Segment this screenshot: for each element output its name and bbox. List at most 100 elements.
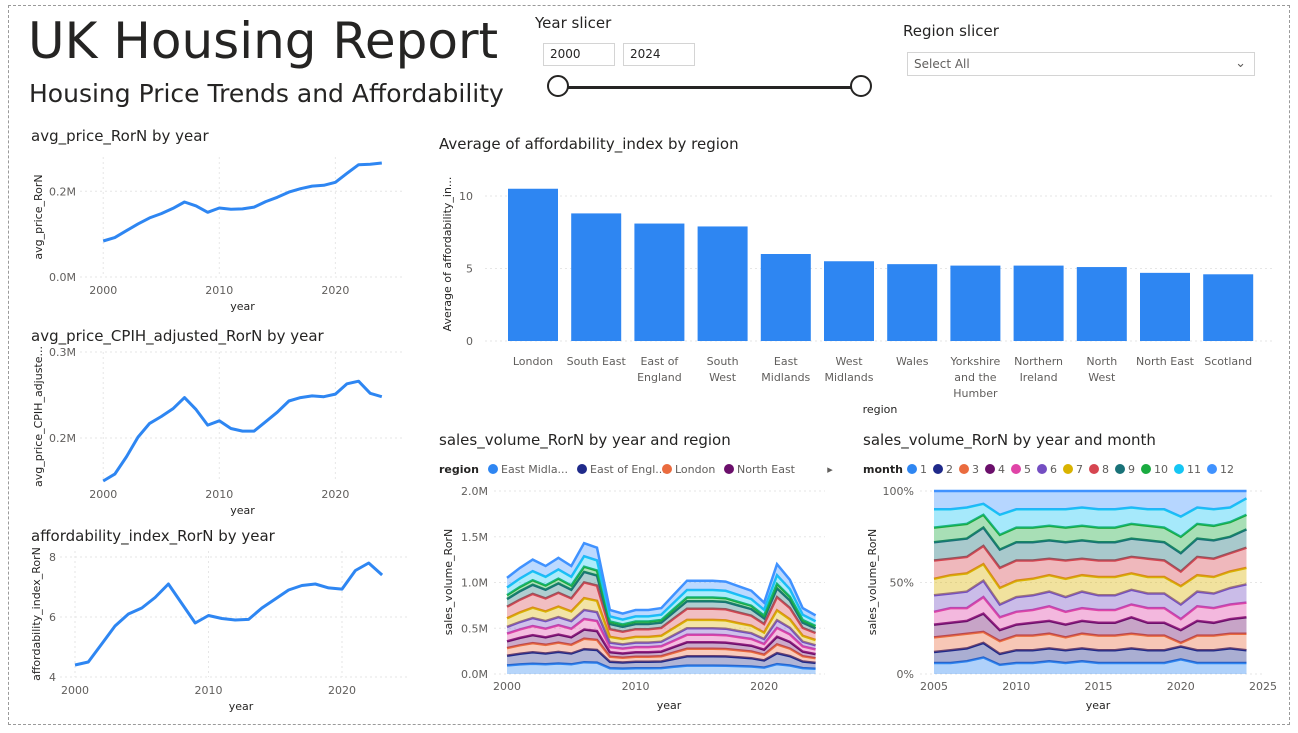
sales-region-area-7 (507, 598, 816, 646)
sales-region-line-2 (506, 647, 816, 665)
sales-month-legend-label: 12 (1220, 463, 1234, 476)
bar-11 (1140, 272, 1190, 341)
sales-month-legend-marker (907, 464, 917, 474)
avg_price-title: avg_price_RorN by year (31, 127, 209, 146)
bars-x-tick-label: South (707, 355, 739, 368)
bar-10 (1076, 267, 1127, 341)
sales-month-legend-marker (933, 464, 943, 474)
sales-month-legend-label: 11 (1187, 463, 1201, 476)
sales-month-line-6 (933, 578, 1247, 607)
bars-x-tick-label: Northern (1014, 355, 1063, 368)
year-slicer-track[interactable] (558, 86, 861, 89)
bars-x-tick-label: North (1086, 355, 1117, 368)
report-canvas (8, 5, 1290, 725)
sales-month-title: sales_volume_RorN by year and month (863, 431, 1156, 450)
sales-month-legend-marker (1141, 464, 1151, 474)
sales-region-line-3 (506, 637, 816, 660)
bar-7 (887, 264, 938, 341)
sales-region-line-10 (506, 565, 817, 628)
bar-9 (1013, 265, 1064, 341)
bars-x-axis-label: region (863, 403, 898, 416)
bars-x-tick-label: London (513, 355, 553, 368)
bar-2 (571, 213, 622, 341)
bars-x-tick-label: Scotland (1204, 355, 1252, 368)
sales-month-line-3 (933, 630, 1247, 645)
sales-month-area-2 (934, 642, 1247, 665)
sales-month-area-1 (934, 657, 1247, 674)
sales-month-x-tick: 2005 (920, 680, 948, 693)
page-subtitle: Housing Price Trends and Affordability (29, 79, 504, 108)
year-slicer-start-input[interactable]: 2000 (543, 43, 615, 66)
year-slicer-end-handle[interactable] (850, 75, 872, 97)
year-slicer-start-handle[interactable] (547, 75, 569, 97)
bars-x-tick-label: West (709, 371, 737, 384)
bar-12 (1203, 274, 1254, 341)
sales-month-y-axis-label: sales_volume_RorN (866, 529, 879, 635)
bars-x-tick-label: Humber (953, 387, 998, 400)
sales-month-line-5 (933, 595, 1247, 621)
bars-y-axis-label: Average of affordability_in... (441, 177, 454, 332)
sales-month-legend-marker (1089, 464, 1099, 474)
sales-month-area-10 (934, 514, 1247, 554)
afford-y-tick: 8 (49, 551, 56, 564)
cpih-y-tick: 0.3M (49, 346, 76, 359)
cpih-title: avg_price_CPIH_adjusted_RorN by year (31, 327, 325, 346)
sales-region-area-3 (507, 638, 816, 663)
sales-region-x-tick: 2020 (750, 680, 778, 693)
avg_price-x-tick: 2010 (205, 284, 233, 297)
cpih-x-tick: 2000 (89, 488, 117, 501)
sales-month-legend-label: 9 (1128, 463, 1135, 476)
sales-region-line-5 (506, 617, 816, 651)
bars-y-tick: 0 (466, 335, 473, 348)
bars-x-tick-label: East (774, 355, 798, 368)
sales-region-y-tick: 2.0M (461, 485, 488, 498)
bars-x-tick-label: North East (1136, 355, 1195, 368)
bars-x-tick-label: East of (640, 355, 679, 368)
afford-x-tick: 2010 (195, 684, 223, 697)
page-title: UK Housing Report (28, 12, 499, 70)
sales-region-area-5 (507, 619, 816, 655)
bar-6 (824, 261, 874, 341)
sales-region-area-2 (507, 649, 816, 669)
sales-month-x-tick: 2010 (1002, 680, 1030, 693)
sales-region-line-7 (506, 596, 816, 642)
afford-y-tick: 4 (49, 671, 56, 684)
cpih-x-tick: 2010 (205, 488, 233, 501)
afford-title: affordability_index_RorN by year (31, 527, 276, 546)
sales-region-legend-label: East Midla... (501, 463, 568, 476)
sales-month-y-tick: 0% (897, 668, 914, 681)
sales-region-legend-marker (488, 464, 498, 474)
sales-month-legend-marker (1115, 464, 1125, 474)
sales-region-y-axis-label: sales_volume_RorN (442, 529, 455, 635)
avg_price-series-line (102, 161, 382, 243)
sales-region-legend-marker (724, 464, 734, 474)
sales-month-area-9 (934, 527, 1247, 572)
year-slicer-end-input[interactable]: 2024 (623, 43, 695, 66)
sales-month-legend-label: 3 (972, 463, 979, 476)
sales-region-title: sales_volume_RorN by year and region (439, 431, 731, 450)
sales-month-legend-label: 1 (920, 463, 927, 476)
sales-month-legend-label: 7 (1076, 463, 1083, 476)
sales-month-x-axis-label: year (1086, 699, 1111, 712)
avg_price-x-tick: 2020 (321, 284, 349, 297)
sales-region-line-4 (506, 628, 816, 656)
sales-region-y-tick: 0.0M (461, 668, 488, 681)
sales-month-y-tick: 50% (890, 577, 914, 590)
region-slicer-dropdown[interactable]: Select All ⌄ (907, 52, 1255, 76)
bars-x-tick-label: Wales (896, 355, 929, 368)
bar-5 (760, 254, 811, 341)
sales-month-line-8 (933, 544, 1247, 574)
sales-region-legend-title: region (439, 463, 479, 476)
afford-x-tick: 2000 (61, 684, 89, 697)
avg_price-x-axis-label: year (230, 300, 255, 313)
afford-y-axis-label: affordability_index_RorN (30, 547, 43, 681)
avg_price-y-tick: 0.0M (49, 271, 76, 284)
cpih-y-axis-label: avg_price_CPIH_adjuste... (32, 346, 45, 487)
sales-month-legend-marker (1011, 464, 1021, 474)
chevron-down-icon[interactable]: ⌄ (1235, 56, 1246, 71)
sales-month-area-8 (934, 545, 1247, 588)
bars-x-tick-label: England (637, 371, 682, 384)
avg_price-y-tick: 0.2M (49, 185, 76, 198)
bars-y-tick: 5 (466, 263, 473, 276)
